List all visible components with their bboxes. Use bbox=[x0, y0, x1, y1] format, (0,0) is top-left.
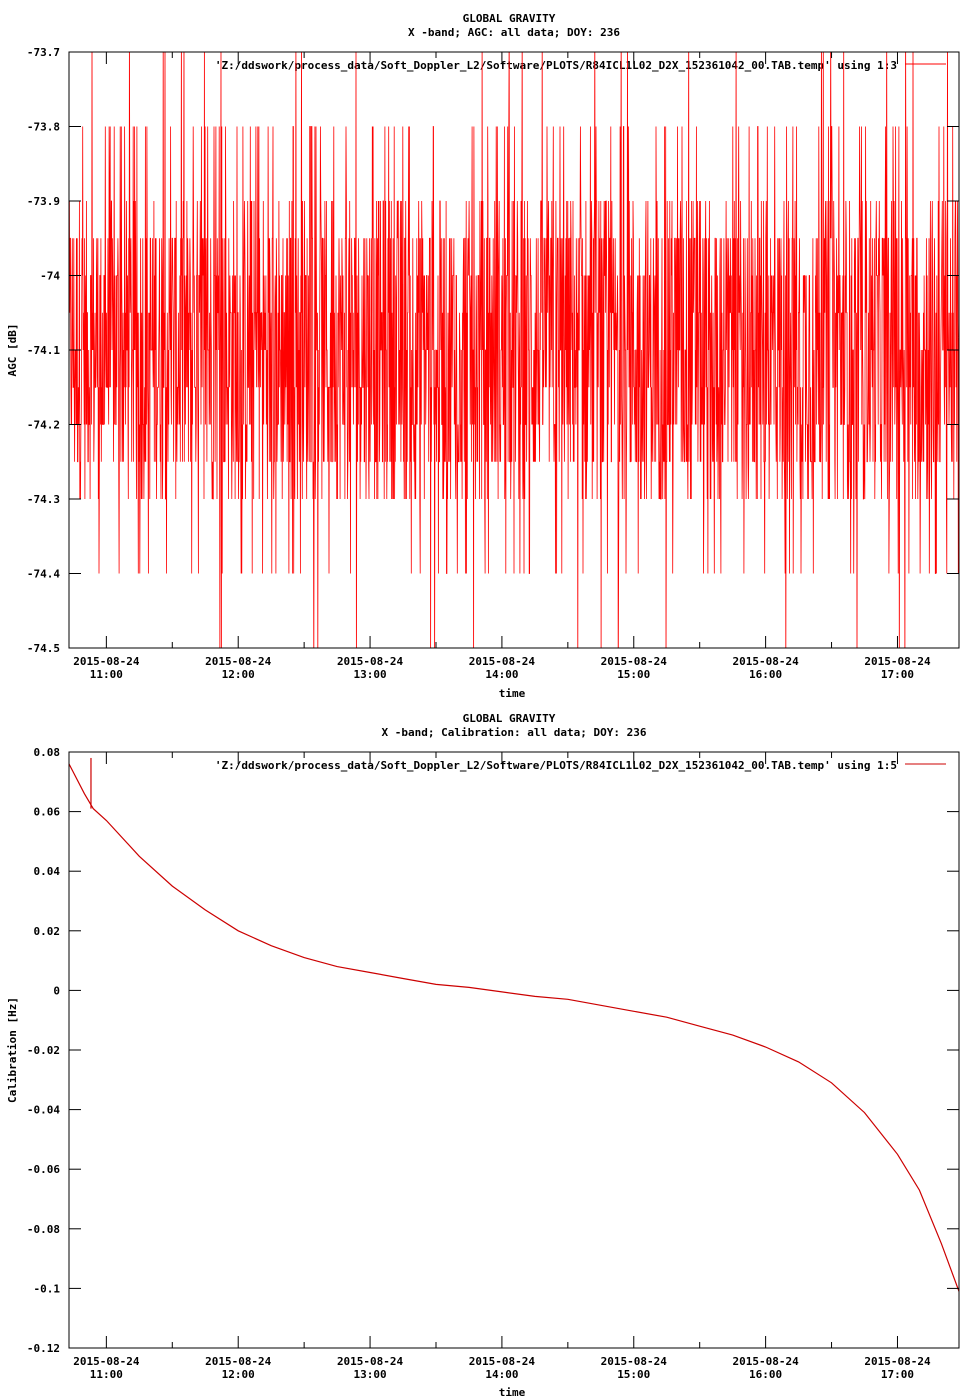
calibration-series-line bbox=[68, 763, 960, 1292]
chart-title: GLOBAL GRAVITY bbox=[463, 12, 556, 25]
plot-frame bbox=[68, 51, 960, 649]
y-tick-label: -0.04 bbox=[27, 1104, 60, 1117]
x-tick-date: 2015-08-24 bbox=[205, 655, 272, 668]
x-tick-date: 2015-08-24 bbox=[73, 1355, 140, 1368]
x-tick-date: 2015-08-24 bbox=[601, 1355, 668, 1368]
x-ticks: 2015-08-2411:002015-08-2412:002015-08-24… bbox=[73, 752, 931, 1381]
y-tick-label: -74.4 bbox=[27, 568, 60, 581]
y-tick-label: 0.06 bbox=[34, 806, 61, 819]
x-tick-date: 2015-08-24 bbox=[469, 655, 536, 668]
y-tick-label: 0.04 bbox=[34, 865, 61, 878]
y-tick-label: -0.08 bbox=[27, 1223, 60, 1236]
agc-series-line bbox=[69, 52, 959, 648]
y-tick-label: 0.08 bbox=[34, 746, 61, 759]
y-ticks: -73.7 -73.8 -73.9 -74 -74.1 -74.2 -74.3 -74.4 -7… bbox=[27, 46, 959, 655]
x-tick-time: 17:00 bbox=[881, 668, 914, 681]
x-tick-time: 16:00 bbox=[749, 668, 782, 681]
y-axis-label: Calibration [Hz] bbox=[6, 997, 19, 1103]
x-axis-label: time bbox=[499, 687, 526, 700]
y-ticks: 0.08 0.06 0.04 0.02 0 -0.02 -0.04 -0.06 -0.08 -0.… bbox=[27, 746, 959, 1355]
x-tick-time: 13:00 bbox=[353, 668, 386, 681]
y-tick-label: -74.1 bbox=[27, 344, 60, 357]
plot-area bbox=[68, 757, 960, 1292]
y-tick-label: -73.9 bbox=[27, 195, 60, 208]
y-tick-label: 0.02 bbox=[34, 925, 61, 938]
x-tick-date: 2015-08-24 bbox=[337, 655, 404, 668]
x-tick-date: 2015-08-24 bbox=[337, 1355, 404, 1368]
plot-frame bbox=[68, 751, 960, 1349]
x-tick-time: 14:00 bbox=[485, 1368, 518, 1381]
x-tick-date: 2015-08-24 bbox=[469, 1355, 536, 1368]
x-tick-date: 2015-08-24 bbox=[864, 1355, 931, 1368]
y-tick-label: -74 bbox=[40, 270, 60, 283]
legend-label: 'Z:/ddswork/process_data/Soft_Doppler_L2… bbox=[215, 59, 897, 72]
x-tick-time: 15:00 bbox=[617, 1368, 650, 1381]
agc-chart: GLOBAL GRAVITY X -band; AGC: all data; D… bbox=[6, 12, 960, 700]
x-tick-date: 2015-08-24 bbox=[205, 1355, 272, 1368]
chart-subtitle: X -band; AGC: all data; DOY: 236 bbox=[408, 26, 620, 39]
x-tick-date: 2015-08-24 bbox=[733, 1355, 800, 1368]
x-tick-time: 11:00 bbox=[90, 1368, 123, 1381]
y-tick-label: -74.5 bbox=[27, 642, 60, 655]
y-tick-label: -74.2 bbox=[27, 419, 60, 432]
y-tick-label: -74.3 bbox=[27, 493, 60, 506]
x-tick-time: 14:00 bbox=[485, 668, 518, 681]
x-tick-time: 17:00 bbox=[881, 1368, 914, 1381]
x-tick-time: 12:00 bbox=[222, 668, 255, 681]
y-tick-label: -73.8 bbox=[27, 121, 60, 134]
x-tick-date: 2015-08-24 bbox=[73, 655, 140, 668]
calibration-chart: GLOBAL GRAVITY X -band; Calibration: all… bbox=[6, 712, 960, 1399]
chart-title: GLOBAL GRAVITY bbox=[463, 712, 556, 725]
x-ticks: 2015-08-2411:002015-08-2412:002015-08-24… bbox=[73, 52, 931, 681]
y-tick-label: -0.1 bbox=[34, 1282, 61, 1295]
x-tick-date: 2015-08-24 bbox=[733, 655, 800, 668]
y-tick-label: -0.06 bbox=[27, 1163, 60, 1176]
x-tick-time: 12:00 bbox=[222, 1368, 255, 1381]
legend-label: 'Z:/ddswork/process_data/Soft_Doppler_L2… bbox=[215, 759, 897, 772]
y-tick-label: -73.7 bbox=[27, 46, 60, 59]
y-axis-label: AGC [dB] bbox=[6, 324, 19, 377]
x-axis-label: time bbox=[499, 1386, 526, 1399]
y-tick-label: 0 bbox=[53, 984, 60, 997]
plot-area bbox=[69, 52, 959, 648]
y-tick-label: -0.02 bbox=[27, 1044, 60, 1057]
x-tick-date: 2015-08-24 bbox=[601, 655, 668, 668]
y-tick-label: -0.12 bbox=[27, 1342, 60, 1355]
x-tick-time: 13:00 bbox=[353, 1368, 386, 1381]
x-tick-time: 11:00 bbox=[90, 668, 123, 681]
x-tick-time: 15:00 bbox=[617, 668, 650, 681]
x-tick-date: 2015-08-24 bbox=[864, 655, 931, 668]
chart-subtitle: X -band; Calibration: all data; DOY: 236 bbox=[382, 726, 647, 739]
x-tick-time: 16:00 bbox=[749, 1368, 782, 1381]
